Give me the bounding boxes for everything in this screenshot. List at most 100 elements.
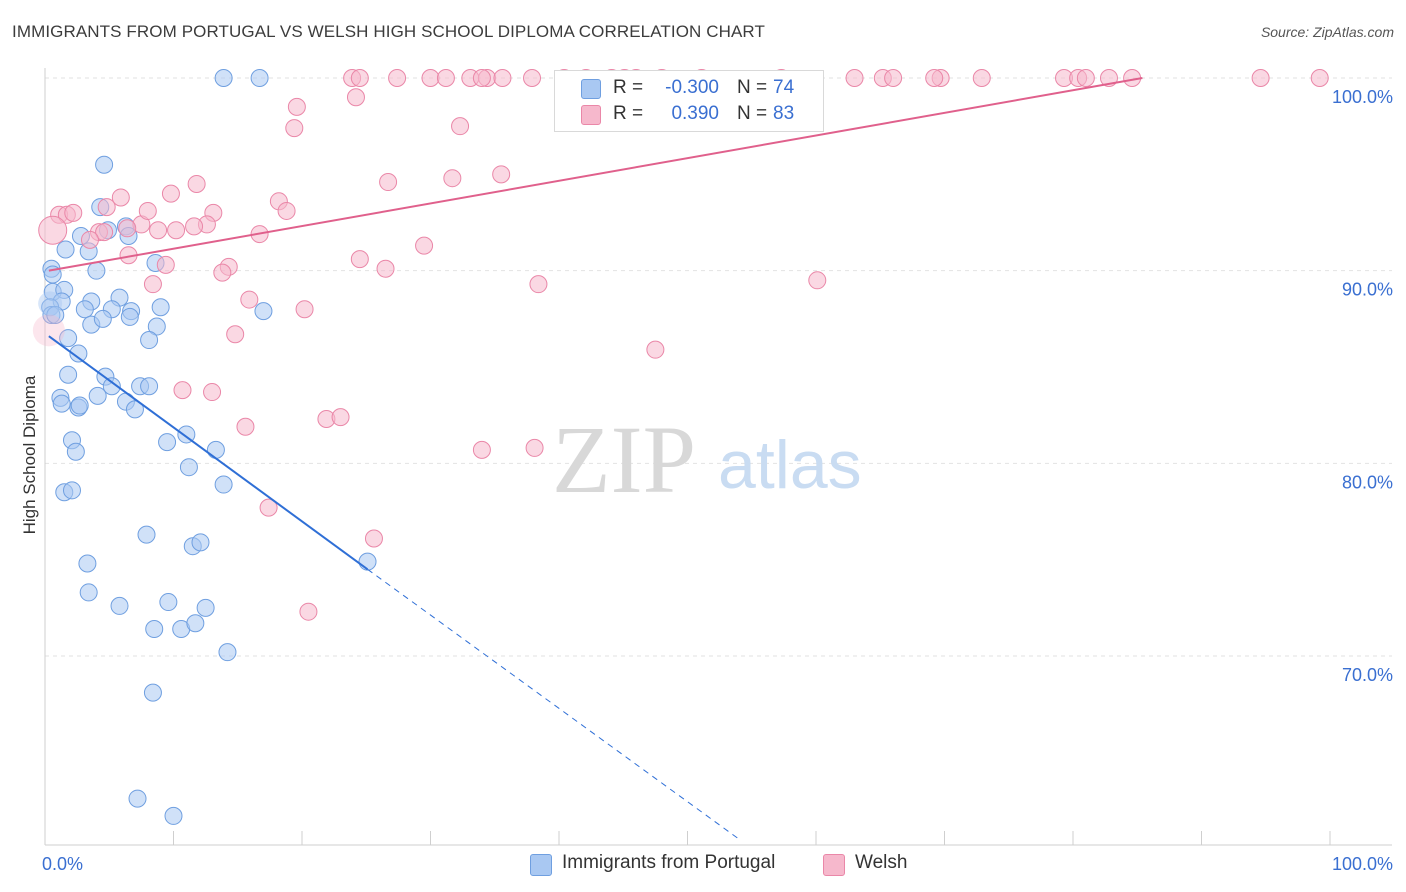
welsh-trend-line bbox=[48, 77, 1143, 272]
portugal-point bbox=[140, 377, 159, 396]
portugal-point bbox=[79, 583, 98, 602]
legend-swatch-welsh bbox=[581, 105, 601, 125]
portugal-point bbox=[62, 481, 81, 500]
grid-lines bbox=[45, 77, 1392, 657]
welsh-point bbox=[213, 263, 232, 282]
portugal-point bbox=[46, 305, 65, 324]
welsh-point bbox=[523, 69, 542, 87]
y-tick-label: 80.0% bbox=[1342, 472, 1393, 492]
welsh-point bbox=[167, 221, 186, 240]
legend-swatch-welsh bbox=[823, 854, 845, 876]
legend-n-value: 83 bbox=[773, 103, 795, 124]
welsh-point bbox=[185, 217, 204, 236]
welsh-point bbox=[379, 173, 398, 192]
portugal-point bbox=[151, 298, 170, 317]
legend-r-value: -0.300 bbox=[665, 77, 719, 98]
portugal-point bbox=[56, 240, 75, 259]
welsh-point bbox=[350, 250, 369, 269]
welsh-point bbox=[295, 300, 314, 319]
portugal-point bbox=[196, 598, 215, 617]
portugal-point bbox=[75, 300, 94, 319]
welsh-point bbox=[32, 314, 65, 347]
portugal-point bbox=[191, 533, 210, 552]
portugal-point bbox=[186, 614, 205, 633]
portugal-point bbox=[70, 396, 89, 415]
welsh-point bbox=[236, 417, 255, 436]
legend-row-portugal: R = -0.300 N = 74 bbox=[555, 75, 823, 101]
portugal-point bbox=[140, 331, 159, 350]
portugal-point bbox=[88, 386, 107, 405]
x-tick-label: 0.0% bbox=[42, 854, 83, 874]
welsh-point bbox=[1251, 69, 1270, 87]
tick-labels: 70.0% 80.0% 90.0% 100.0% 0.0% 100.0% bbox=[42, 87, 1393, 874]
welsh-point bbox=[277, 201, 296, 220]
welsh-point bbox=[287, 97, 306, 116]
portugal-point bbox=[218, 643, 237, 662]
portugal-point bbox=[147, 317, 166, 336]
welsh-point bbox=[364, 529, 383, 548]
welsh-point bbox=[472, 440, 491, 459]
welsh-point bbox=[808, 271, 827, 290]
watermark-atlas: atlas bbox=[718, 427, 862, 503]
portugal-point bbox=[59, 365, 78, 384]
portugal-point bbox=[59, 329, 78, 348]
portugal-point bbox=[66, 442, 85, 461]
welsh-point bbox=[525, 438, 544, 457]
welsh-point bbox=[203, 383, 222, 402]
portugal-point bbox=[78, 554, 97, 573]
chart-title: IMMIGRANTS FROM PORTUGAL VS WELSH HIGH S… bbox=[12, 22, 765, 41]
welsh-point bbox=[38, 215, 68, 245]
portugal-point bbox=[87, 261, 106, 280]
welsh-point bbox=[240, 290, 259, 309]
y-tick-label: 100.0% bbox=[1332, 87, 1393, 107]
welsh-point bbox=[415, 236, 434, 255]
welsh-point bbox=[376, 259, 395, 278]
portugal-point bbox=[214, 69, 233, 87]
welsh-point bbox=[492, 165, 511, 184]
portugal-point bbox=[158, 433, 177, 452]
welsh-point bbox=[173, 381, 192, 400]
portugal-point bbox=[164, 806, 183, 825]
portugal-point bbox=[254, 302, 273, 321]
trend-lines bbox=[48, 77, 1143, 840]
portugal-point bbox=[38, 291, 63, 316]
welsh-point bbox=[118, 219, 137, 238]
welsh-point bbox=[1310, 69, 1329, 87]
welsh-point bbox=[388, 69, 407, 87]
portugal-trend-extension bbox=[367, 568, 740, 840]
welsh-point bbox=[161, 184, 180, 203]
legend-r-label: R = bbox=[613, 77, 644, 98]
axes bbox=[44, 68, 1392, 846]
welsh-point bbox=[443, 169, 462, 188]
welsh-point bbox=[226, 325, 245, 344]
welsh-point bbox=[80, 230, 99, 249]
welsh-point bbox=[350, 69, 369, 87]
welsh-point bbox=[972, 69, 991, 87]
portugal-point bbox=[125, 400, 144, 419]
watermark-zip: ZIP bbox=[552, 406, 696, 513]
portugal-point bbox=[214, 475, 233, 494]
source-label: Source: ZipAtlas.com bbox=[1260, 24, 1394, 40]
portugal-point bbox=[206, 440, 225, 459]
portugal-point bbox=[179, 458, 198, 477]
legend-n-label: N = bbox=[737, 77, 768, 98]
portugal-point bbox=[93, 309, 112, 328]
portugal-point bbox=[358, 552, 377, 571]
welsh-point bbox=[346, 88, 365, 107]
welsh-point bbox=[331, 408, 350, 427]
legend-n-label: N = bbox=[737, 103, 768, 124]
portugal-point bbox=[128, 789, 147, 808]
welsh-point bbox=[436, 69, 455, 87]
welsh-point bbox=[493, 69, 512, 87]
welsh-point bbox=[97, 198, 116, 217]
portugal-point bbox=[143, 683, 162, 702]
welsh-point bbox=[111, 188, 130, 207]
legend-stats: R = -0.300 N = 74 R = 0.390 N = 83 bbox=[554, 70, 824, 132]
welsh-point bbox=[156, 255, 175, 274]
y-tick-label: 90.0% bbox=[1342, 280, 1393, 300]
welsh-point bbox=[299, 602, 318, 621]
portugal-point bbox=[120, 307, 139, 326]
x-tick-label: 100.0% bbox=[1332, 854, 1393, 874]
watermark: ZIP atlas bbox=[552, 406, 862, 513]
welsh-point bbox=[845, 69, 864, 87]
